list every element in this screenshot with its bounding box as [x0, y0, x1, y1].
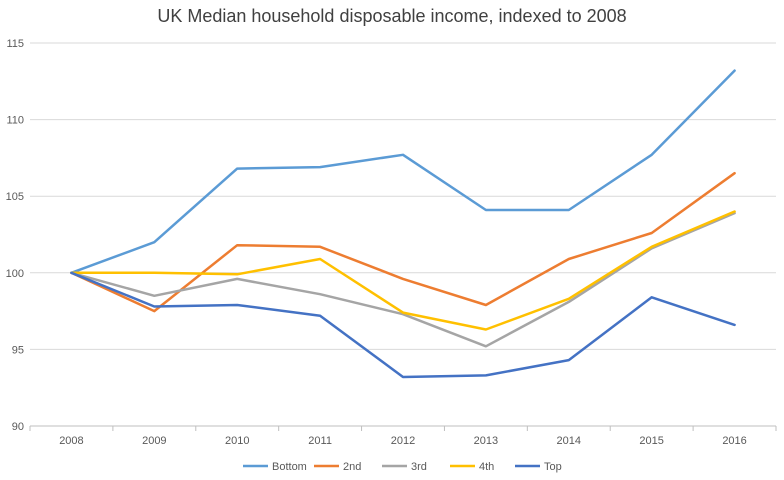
x-tick-label: 2012 — [391, 435, 415, 447]
y-tick-label: 95 — [12, 344, 24, 356]
legend-label: 4th — [479, 461, 494, 473]
x-tick-label: 2011 — [308, 435, 332, 447]
y-tick-label: 105 — [6, 191, 24, 203]
legend-label: 3rd — [411, 461, 427, 473]
x-tick-label: 2016 — [722, 435, 746, 447]
legend-label: 2nd — [343, 461, 361, 473]
y-tick-label: 100 — [6, 268, 24, 280]
x-tick-label: 2015 — [639, 435, 663, 447]
legend-label: Top — [544, 461, 562, 473]
y-tick-label: 90 — [12, 421, 24, 433]
series-line-top — [70, 271, 736, 379]
y-tick-label: 115 — [6, 38, 24, 50]
x-tick-label: 2010 — [225, 435, 249, 447]
y-tick-label: 110 — [6, 115, 24, 127]
x-tick-label: 2014 — [557, 435, 581, 447]
x-tick-label: 2013 — [474, 435, 498, 447]
legend-label: Bottom — [272, 461, 307, 473]
series-line-3rd — [70, 211, 736, 348]
x-tick-label: 2008 — [59, 435, 83, 447]
chart-title: UK Median household disposable income, i… — [157, 6, 627, 26]
x-tick-label: 2009 — [142, 435, 166, 447]
series-line-2nd — [70, 171, 736, 313]
series-line-bottom — [70, 69, 736, 275]
series-line-4th — [70, 210, 736, 331]
